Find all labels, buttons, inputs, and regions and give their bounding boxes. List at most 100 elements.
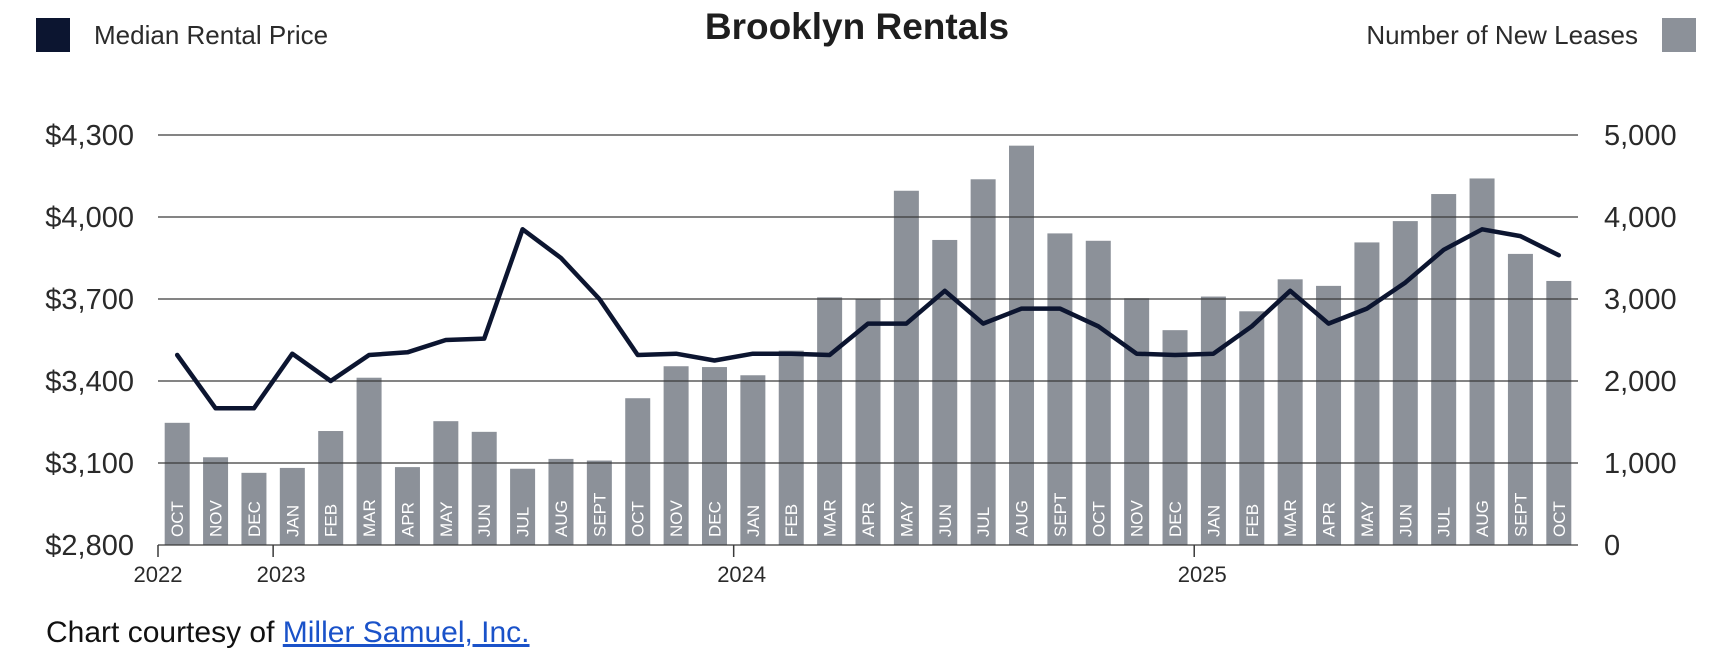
lease-bar <box>1469 178 1495 545</box>
year-label: 2023 <box>257 562 306 587</box>
lease-bar <box>586 460 612 545</box>
y-right-tick-label: 3,000 <box>1604 284 1677 316</box>
lease-bar <box>241 472 267 545</box>
lease-bar <box>1009 145 1035 545</box>
month-label: NOV <box>667 500 686 538</box>
month-label: APR <box>398 502 417 537</box>
lease-bar <box>279 467 305 545</box>
lease-bar <box>1200 296 1226 545</box>
lease-bar <box>1507 253 1533 545</box>
month-label: SEPT <box>1051 493 1070 537</box>
month-label: AUG <box>552 500 571 537</box>
y-right-tick-label: 0 <box>1604 530 1620 562</box>
month-label: JUL <box>514 507 533 537</box>
lease-bar <box>471 431 497 545</box>
lease-bar <box>1354 242 1380 546</box>
month-label: AUG <box>1013 500 1032 537</box>
median-price-line <box>174 227 1562 411</box>
month-label: SEPT <box>590 493 609 537</box>
y-left-tick-label: $4,000 <box>45 202 134 234</box>
lease-bar <box>625 398 651 545</box>
y-right-tick-label: 1,000 <box>1604 448 1677 480</box>
lease-bar <box>203 457 229 545</box>
month-label: JUL <box>974 507 993 537</box>
lease-bar <box>1085 240 1111 545</box>
chart-credit: Chart courtesy of Miller Samuel, Inc. <box>46 616 530 650</box>
month-label: MAR <box>821 499 840 537</box>
y-left-tick-label: $3,700 <box>45 284 134 316</box>
month-label: NOV <box>1128 500 1147 538</box>
y-right-tick-label: 2,000 <box>1604 366 1677 398</box>
lease-bar <box>1392 221 1418 545</box>
legend-bar-swatch <box>1662 18 1696 52</box>
legend-line-swatch <box>36 18 70 52</box>
month-label: JAN <box>744 505 763 537</box>
y-right-tick-label: 5,000 <box>1604 120 1677 152</box>
chart-plot: $2,800 $3,100 $3,400 $3,700 $4,000 $4,300 0 1,0… <box>45 120 1677 587</box>
y-left-tick-label: $3,100 <box>45 448 134 480</box>
lease-bar <box>548 458 574 545</box>
y-left-tick-label: $4,300 <box>45 120 134 152</box>
lease-bar <box>1047 233 1073 545</box>
lease-bar <box>740 375 766 545</box>
lease-bar <box>1162 330 1188 545</box>
lease-bar <box>1546 280 1572 545</box>
year-label: 2022 <box>134 562 183 587</box>
month-label: MAY <box>897 501 916 537</box>
lease-bar <box>701 367 727 545</box>
lease-bar <box>318 431 344 545</box>
lease-bar <box>893 190 919 545</box>
lease-bar <box>855 299 881 545</box>
month-label: JUN <box>475 504 494 537</box>
y-left-tick-label: $2,800 <box>45 530 134 562</box>
lease-bar <box>164 422 190 545</box>
month-label: APR <box>859 502 878 537</box>
lease-bar <box>394 467 420 545</box>
month-label: FEB <box>782 504 801 537</box>
month-label: OCT <box>1550 501 1569 537</box>
lease-bar <box>1239 311 1265 545</box>
y-left-tick-label: $3,400 <box>45 366 134 398</box>
month-label: OCT <box>168 501 187 537</box>
lease-bar <box>663 366 689 545</box>
month-label: JAN <box>1204 505 1223 537</box>
lease-bar <box>1316 285 1342 545</box>
y-right-tick-label: 4,000 <box>1604 202 1677 234</box>
year-label: 2024 <box>717 562 766 587</box>
month-label: MAY <box>1358 501 1377 537</box>
month-label: FEB <box>322 504 341 537</box>
month-label: AUG <box>1473 500 1492 537</box>
month-label: SEPT <box>1511 493 1530 537</box>
credit-prefix: Chart courtesy of <box>46 616 275 649</box>
miller-samuel-link[interactable]: Miller Samuel, Inc. <box>282 616 530 649</box>
lease-bar <box>1277 279 1303 545</box>
month-label: OCT <box>1089 501 1108 537</box>
month-label: MAY <box>437 501 456 537</box>
month-label: JUL <box>1435 507 1454 537</box>
lease-bar <box>510 468 536 545</box>
lease-bar <box>1124 298 1150 545</box>
lease-bar <box>433 421 459 545</box>
chart-title: Brooklyn Rentals <box>704 6 1010 47</box>
month-label: JUN <box>1396 504 1415 537</box>
month-label: MAR <box>360 499 379 537</box>
lease-bar <box>970 179 996 545</box>
legend-line-label: Median Rental Price <box>94 19 329 50</box>
month-label: OCT <box>629 501 648 537</box>
legend-bar-label: Number of New Leases <box>1366 19 1638 50</box>
month-label: JAN <box>283 505 302 537</box>
month-label: NOV <box>207 500 226 538</box>
lease-bar <box>356 377 382 545</box>
lease-bar <box>932 239 958 545</box>
month-label: FEB <box>1243 504 1262 537</box>
year-label: 2025 <box>1178 562 1227 587</box>
legend-new-leases: Number of New Leases <box>1366 18 1696 52</box>
month-label: DEC <box>705 501 724 537</box>
month-label: DEC <box>245 501 264 537</box>
month-label: DEC <box>1166 501 1185 537</box>
month-label: APR <box>1320 502 1339 537</box>
month-label: JUN <box>936 504 955 537</box>
lease-bar <box>817 297 843 545</box>
legend-median-rental-price: Median Rental Price <box>36 18 328 52</box>
month-label: MAR <box>1281 499 1300 537</box>
